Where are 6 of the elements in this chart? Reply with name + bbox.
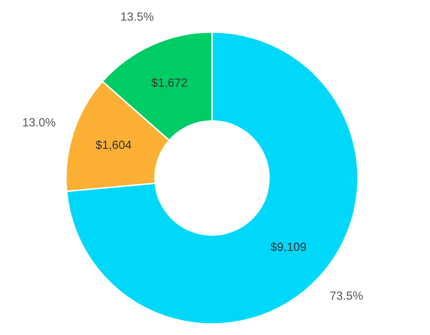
text: 73.5%: [330, 291, 363, 300]
text: 13.0%: [23, 118, 56, 127]
data-label: $1,604: [96, 140, 132, 150]
data-label: $9,109: [270, 242, 306, 252]
data-label: $1,672: [151, 78, 187, 88]
text: 13.5%: [121, 12, 154, 21]
